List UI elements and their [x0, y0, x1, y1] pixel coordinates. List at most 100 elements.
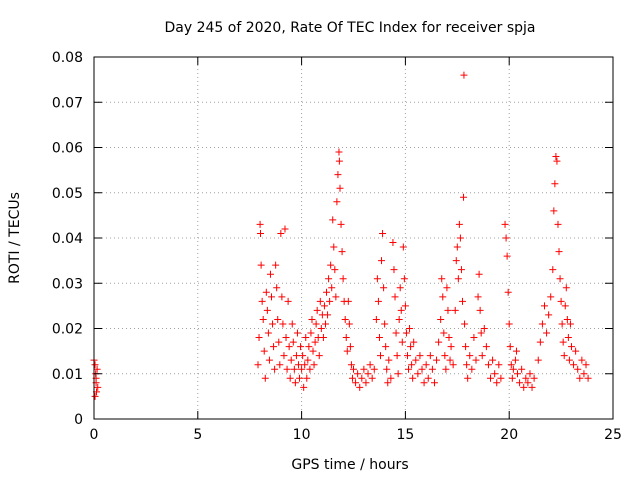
data-point	[344, 297, 352, 305]
data-point	[405, 365, 413, 373]
data-point	[354, 370, 362, 378]
data-point	[530, 374, 538, 382]
data-point	[456, 234, 464, 242]
data-point	[304, 356, 312, 364]
data-point	[565, 356, 573, 364]
data-point	[280, 352, 288, 360]
y-tick-label: 0.04	[52, 231, 83, 247]
data-point	[348, 374, 356, 382]
data-point	[391, 293, 399, 301]
data-point	[443, 284, 451, 292]
data-point	[360, 365, 368, 373]
data-point	[426, 352, 434, 360]
y-tick-label: 0.07	[52, 95, 83, 111]
data-point	[491, 370, 499, 378]
data-point	[281, 225, 289, 233]
x-tick-label: 15	[396, 427, 414, 443]
data-point	[440, 329, 448, 337]
data-point	[305, 343, 313, 351]
data-point	[476, 306, 484, 314]
data-point	[346, 343, 354, 351]
y-tick-label: 0	[74, 412, 83, 428]
data-point	[409, 374, 417, 382]
data-point	[394, 370, 402, 378]
data-point	[449, 361, 457, 369]
data-point	[482, 343, 490, 351]
data-point	[560, 352, 568, 360]
data-point	[260, 347, 268, 355]
data-point	[506, 343, 514, 351]
y-axis-title: ROTI / TECUs	[7, 192, 23, 284]
data-point	[335, 148, 343, 156]
data-point	[333, 198, 341, 206]
data-point	[410, 338, 418, 346]
data-point	[380, 284, 388, 292]
y-tick-label: 0.05	[52, 186, 83, 202]
data-point	[279, 320, 287, 328]
data-point	[507, 361, 515, 369]
data-point	[400, 275, 408, 283]
data-point	[444, 306, 452, 314]
data-point	[337, 220, 345, 228]
data-point	[319, 334, 327, 342]
data-point	[383, 365, 391, 373]
data-point	[543, 329, 551, 337]
data-point	[445, 334, 453, 342]
data-point	[294, 361, 302, 369]
data-point	[574, 365, 582, 373]
data-point	[278, 293, 286, 301]
data-point	[325, 275, 333, 283]
data-point	[462, 343, 470, 351]
data-point	[347, 361, 355, 369]
data-point	[331, 266, 339, 274]
data-point	[547, 293, 555, 301]
data-point	[392, 329, 400, 337]
data-point	[352, 379, 360, 387]
data-point	[267, 293, 275, 301]
data-point	[328, 284, 336, 292]
data-point	[345, 320, 353, 328]
data-point	[366, 361, 374, 369]
data-point	[256, 229, 264, 237]
data-point	[387, 374, 395, 382]
data-point	[256, 220, 264, 228]
data-point	[437, 315, 445, 323]
data-point	[364, 370, 372, 378]
data-point	[339, 275, 347, 283]
data-point	[277, 229, 285, 237]
data-point	[516, 379, 524, 387]
data-point	[420, 379, 428, 387]
data-point	[556, 275, 564, 283]
data-point	[563, 315, 571, 323]
y-tick-label: 0.02	[52, 322, 83, 338]
data-point	[381, 320, 389, 328]
data-point	[454, 275, 462, 283]
data-point	[408, 361, 416, 369]
x-tick-label: 25	[604, 427, 622, 443]
data-point	[309, 347, 317, 355]
data-point	[293, 329, 301, 337]
data-point	[463, 361, 471, 369]
data-point	[263, 306, 271, 314]
data-point	[401, 302, 409, 310]
data-point	[503, 252, 511, 260]
data-point	[258, 297, 266, 305]
data-point	[312, 320, 320, 328]
data-point	[418, 365, 426, 373]
data-point	[555, 248, 563, 256]
data-point	[283, 365, 291, 373]
data-point	[470, 334, 478, 342]
data-point	[368, 374, 376, 382]
data-point	[512, 347, 520, 355]
data-point	[271, 365, 279, 373]
data-point	[306, 365, 314, 373]
data-point	[497, 374, 505, 382]
data-point	[474, 293, 482, 301]
data-point	[389, 239, 397, 247]
data-point	[290, 365, 298, 373]
data-point	[282, 334, 290, 342]
data-point	[313, 306, 321, 314]
data-point	[457, 266, 465, 274]
data-point	[484, 361, 492, 369]
